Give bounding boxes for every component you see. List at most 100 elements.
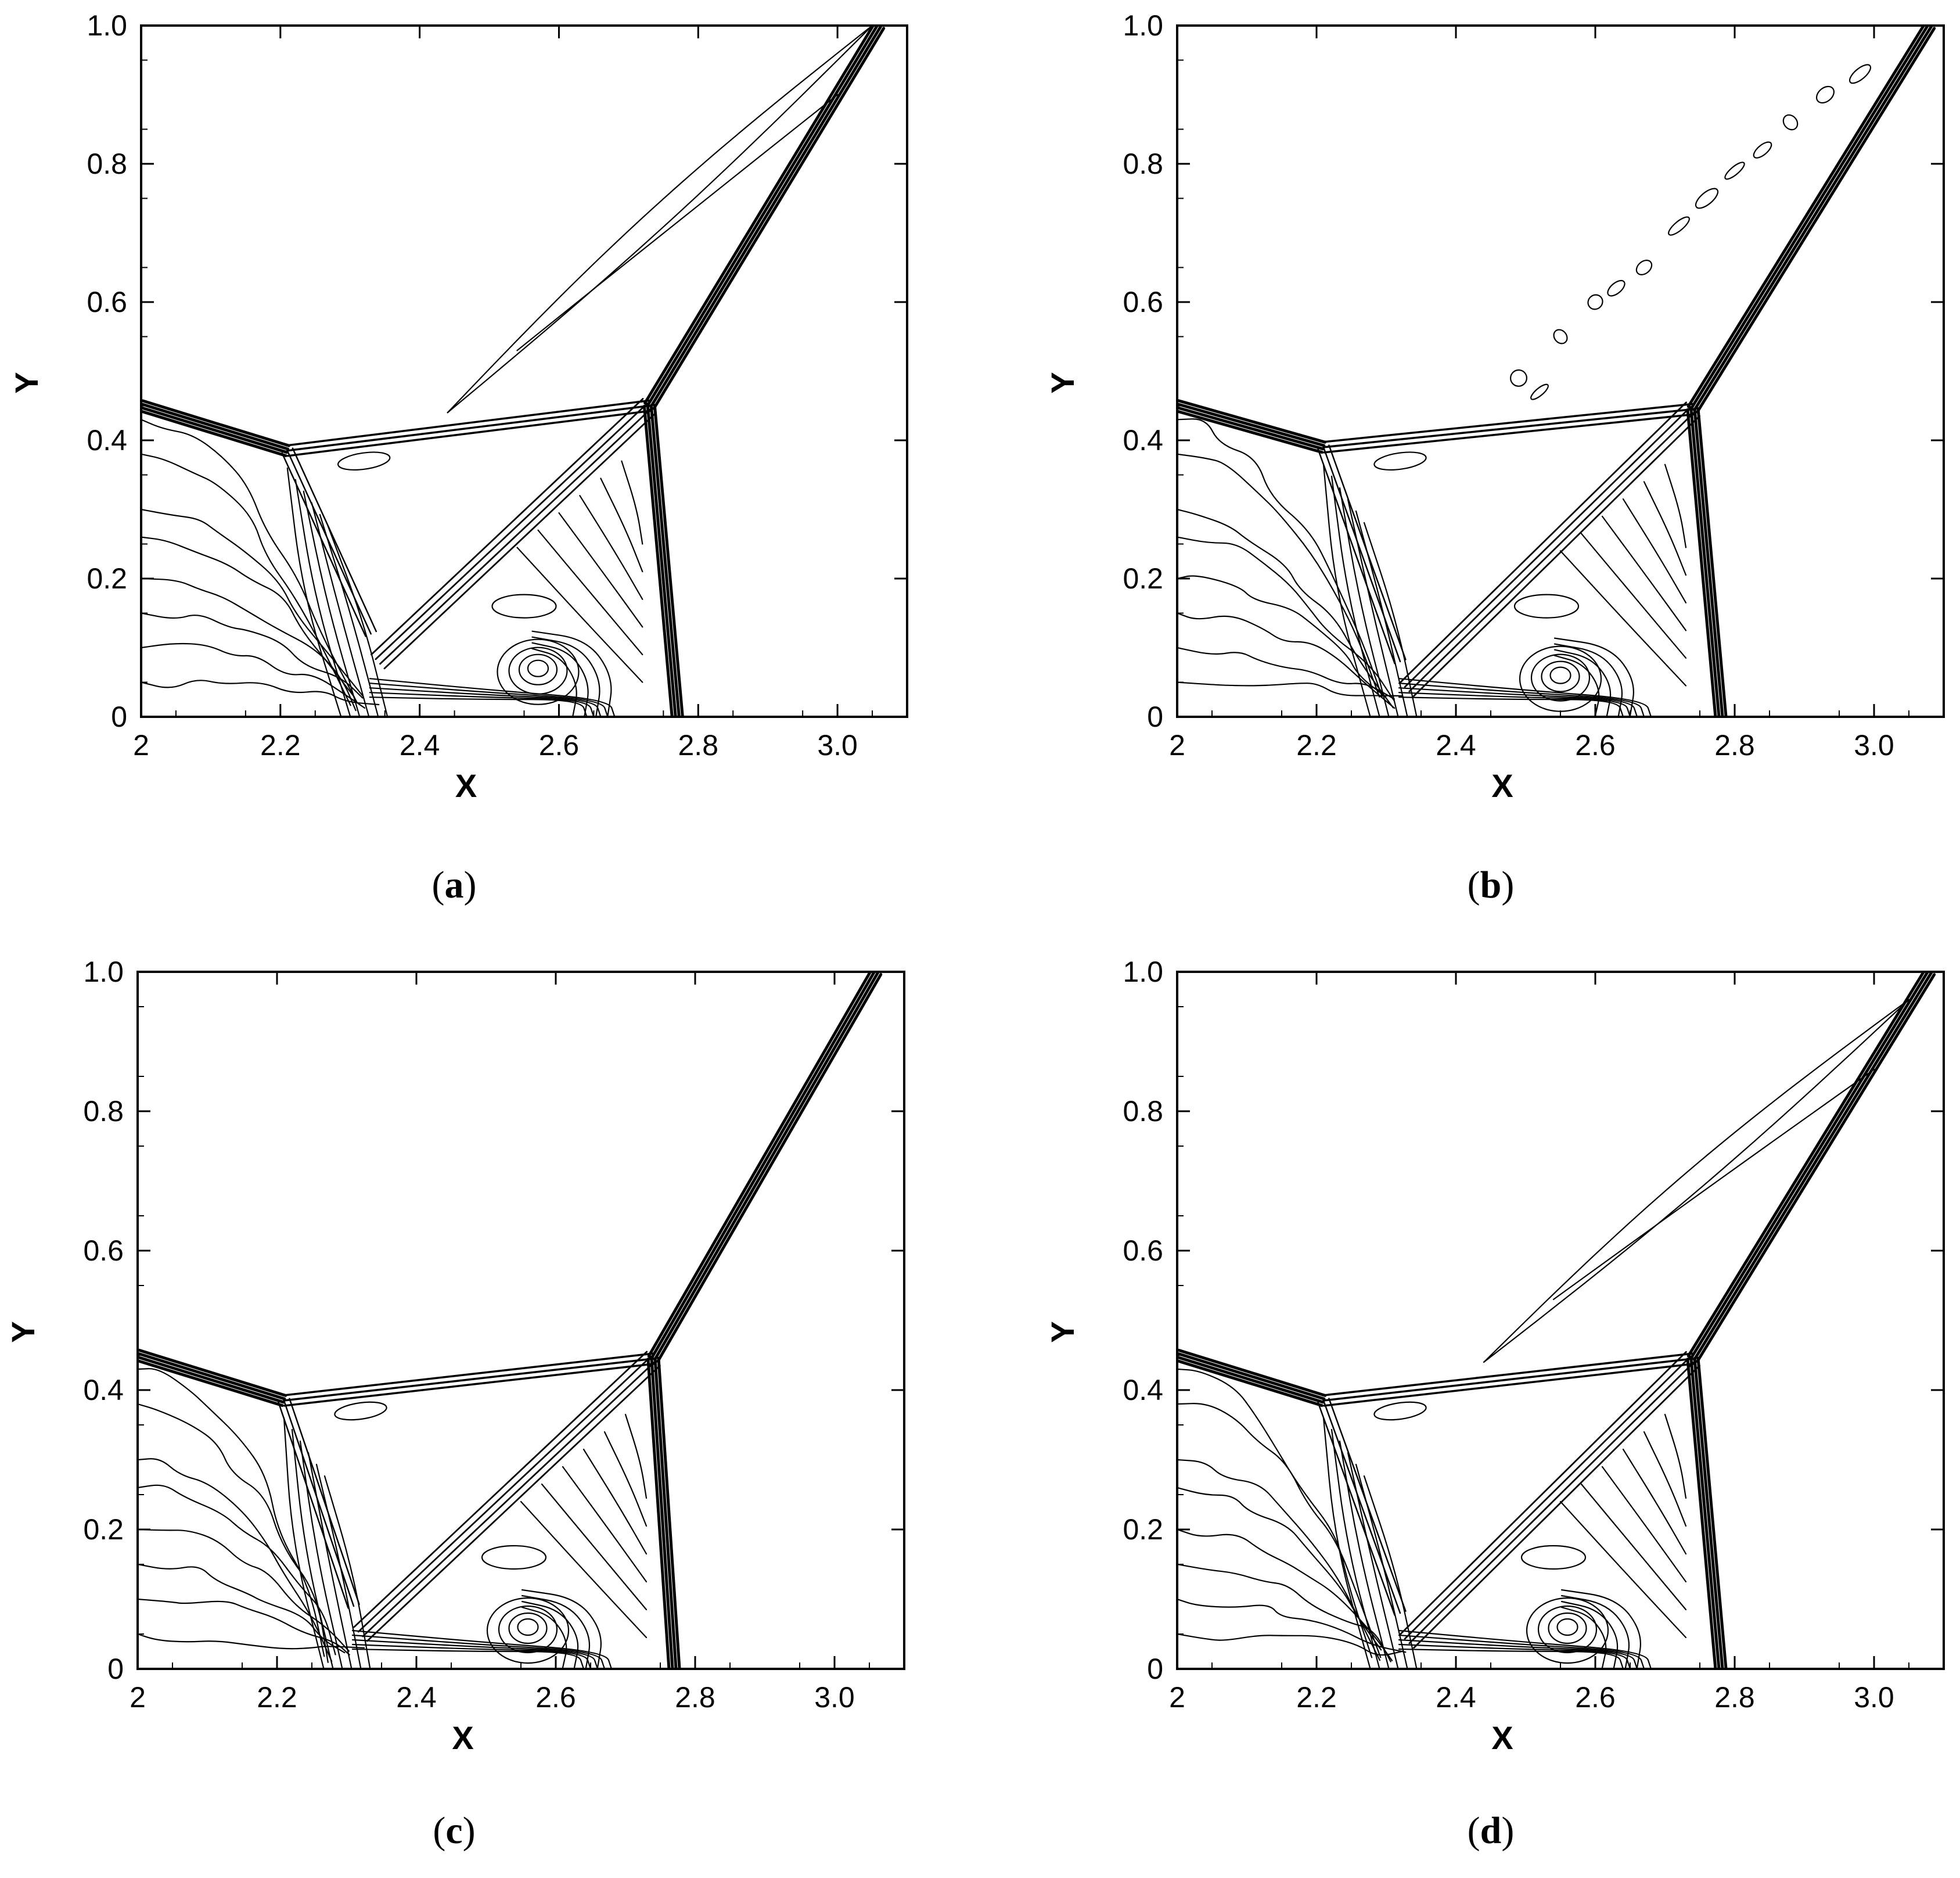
wall-jet-contour bbox=[1398, 1643, 1631, 1669]
fan-contour bbox=[311, 502, 369, 717]
fan-contour bbox=[1322, 1417, 1371, 1669]
mach-stem bbox=[650, 1357, 674, 1669]
contour-blob bbox=[337, 451, 391, 471]
slip-line bbox=[1404, 1355, 1692, 1640]
caption-close-paren: ) bbox=[463, 1809, 476, 1852]
fan-contour bbox=[319, 514, 379, 717]
y-tick-label: 1.0 bbox=[1123, 9, 1163, 42]
upper-slip-contour bbox=[1483, 999, 1910, 1363]
incident-shock bbox=[1177, 1352, 1326, 1401]
slip-line bbox=[1408, 411, 1696, 692]
panel-caption: (d) bbox=[1468, 1809, 1515, 1852]
slip-line bbox=[1413, 1364, 1700, 1649]
reflected-shock bbox=[1322, 1358, 1694, 1402]
striation-contour bbox=[537, 529, 643, 655]
slip-line bbox=[1413, 415, 1700, 697]
y-tick-label: 0.6 bbox=[1123, 286, 1163, 318]
expansion-contour bbox=[1177, 1528, 1393, 1661]
expansion-contour bbox=[138, 1458, 333, 1662]
expansion-contour bbox=[1177, 1598, 1407, 1653]
vortex-ring bbox=[1526, 1597, 1609, 1664]
secondary-shock bbox=[283, 1399, 355, 1607]
x-tick-label: 2 bbox=[130, 1681, 146, 1714]
expansion-contour bbox=[1177, 536, 1395, 702]
bow-shock bbox=[1696, 27, 1936, 414]
upper-slip-contour bbox=[447, 26, 873, 414]
vortex-arc bbox=[521, 1606, 567, 1669]
striation-contour bbox=[582, 1448, 648, 1555]
y-tick-label: 1.0 bbox=[1123, 956, 1163, 988]
caption-open-paren: ( bbox=[1468, 864, 1480, 906]
y-axis-title: Y bbox=[8, 372, 45, 393]
mach-stem bbox=[646, 1358, 671, 1669]
incident-shock bbox=[141, 406, 289, 454]
reflected-shock bbox=[283, 1358, 654, 1402]
bow-shock bbox=[1686, 26, 1926, 408]
contour-blob bbox=[481, 1545, 547, 1570]
wall-jet-contour bbox=[351, 1629, 613, 1669]
x-tick-label: 2.6 bbox=[535, 1681, 576, 1714]
jet-blob bbox=[1635, 260, 1653, 275]
jet-blob bbox=[1815, 85, 1835, 104]
expansion-contour bbox=[141, 508, 364, 697]
x-tick-label: 3.0 bbox=[1854, 1681, 1894, 1714]
fan-contour bbox=[1330, 475, 1380, 717]
panel-d: 2 2.2 2.4 2.6 2.8 3.0 0 0.2 0.4 0.6 0.8 1.0 X Y (d) bbox=[1044, 956, 1945, 1852]
y-tick-label: 0.8 bbox=[1123, 1095, 1163, 1127]
striation-contour bbox=[1664, 1413, 1687, 1499]
y-tick-label: 0 bbox=[1147, 701, 1163, 733]
vortex-arc bbox=[1560, 1600, 1619, 1669]
jet-blob bbox=[1848, 64, 1872, 84]
expansion-contour bbox=[1177, 418, 1383, 697]
incident-shock bbox=[1177, 1359, 1324, 1407]
y-tick-label: 0 bbox=[107, 1653, 124, 1685]
caption-close-paren: ) bbox=[1501, 1809, 1514, 1852]
panel-b: 2 2.2 2.4 2.6 2.8 3.0 0 0.2 0.4 0.6 0.8 1.0 X Y (b) bbox=[1044, 9, 1945, 906]
y-tick-label: 0.4 bbox=[1123, 1374, 1163, 1406]
x-tick-label: 2.4 bbox=[400, 729, 440, 762]
x-tick-label: 2 bbox=[1169, 729, 1185, 762]
wall-jet-contour bbox=[1398, 687, 1638, 717]
fan-contour bbox=[1347, 1452, 1399, 1669]
mach-stem bbox=[653, 1357, 678, 1669]
fan-contour bbox=[1330, 1428, 1380, 1669]
expansion-contour bbox=[138, 1368, 325, 1657]
secondary-shock bbox=[1322, 1399, 1401, 1614]
fan-contour bbox=[1322, 464, 1371, 717]
incident-shock bbox=[141, 403, 290, 451]
y-axis-title: Y bbox=[1044, 1321, 1081, 1342]
x-tick-label: 2.2 bbox=[260, 729, 301, 762]
striation-contour bbox=[541, 1483, 648, 1611]
plot-frame bbox=[1176, 971, 1945, 1670]
bow-shock bbox=[1689, 972, 1930, 1359]
jet-blob bbox=[1782, 114, 1799, 131]
expansion-contour bbox=[141, 453, 351, 706]
striation-contour bbox=[1580, 533, 1687, 659]
bow-shock bbox=[650, 972, 876, 1359]
vortex-ring bbox=[486, 1597, 570, 1664]
expansion-contour bbox=[1177, 508, 1394, 709]
expansion-contour bbox=[1177, 1403, 1382, 1658]
slip-line bbox=[362, 1360, 657, 1638]
fan-contour bbox=[315, 1463, 362, 1669]
bow-shock bbox=[652, 27, 886, 410]
wall-jet-contour bbox=[351, 1634, 606, 1669]
panel-caption: (b) bbox=[1468, 864, 1515, 906]
mach-stem bbox=[1689, 408, 1721, 717]
fan-contour bbox=[327, 525, 388, 717]
vortex-arc bbox=[521, 1589, 602, 1669]
mach-stem bbox=[1693, 407, 1724, 717]
mach-stem bbox=[642, 404, 674, 717]
x-tick-label: 2.6 bbox=[1575, 1681, 1616, 1714]
bow-shock bbox=[653, 972, 880, 1361]
mach-stem bbox=[649, 404, 681, 717]
fan-contour bbox=[1347, 498, 1399, 717]
incident-shock bbox=[138, 1355, 285, 1404]
incident-shock bbox=[1177, 1355, 1325, 1404]
vortex-ring bbox=[1549, 666, 1571, 684]
striation-contour bbox=[1601, 515, 1687, 631]
expansion-contour bbox=[1177, 1633, 1404, 1656]
slip-line bbox=[1408, 1360, 1696, 1644]
vortex-arc bbox=[1560, 1606, 1607, 1669]
fan-contour bbox=[299, 1440, 343, 1669]
